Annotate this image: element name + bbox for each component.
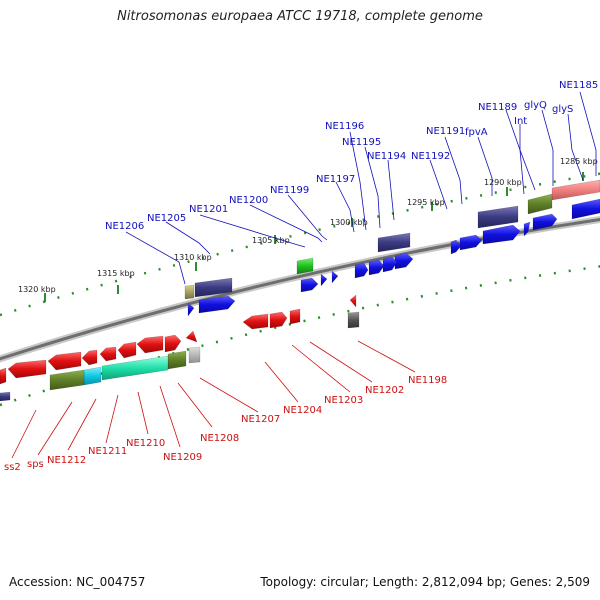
gene-label-NE1192[interactable]: NE1192 <box>411 151 450 162</box>
gene-arrow[interactable] <box>198 295 236 314</box>
gene-arrow[interactable] <box>394 252 414 270</box>
gene-label-NE1212[interactable]: NE1212 <box>47 455 86 466</box>
kbp-scale-labels: 1285 kbp 1290 kbp 1295 kbp 1300 kbp 1305… <box>18 157 598 294</box>
bottom-gene-labels: NE1198 NE1202 NE1203 NE1204 NE1207 NE120… <box>4 375 447 473</box>
kbp-label: 1295 kbp <box>407 198 445 207</box>
gene-label-NE1204[interactable]: NE1204 <box>283 405 322 416</box>
gene-arrow[interactable] <box>136 335 164 354</box>
topology-text: Topology: circular; Length: 2,812,094 bp… <box>260 575 590 589</box>
map-title: Nitrosomonas europaea ATCC 19718, comple… <box>117 9 483 24</box>
gene-label-NE1194[interactable]: NE1194 <box>367 151 406 162</box>
gene-arrow[interactable] <box>450 239 462 255</box>
gene-label-Int[interactable]: Int <box>514 116 527 127</box>
gene-arrow[interactable] <box>47 351 82 371</box>
gene-arrow[interactable] <box>0 367 7 385</box>
gene-arrow[interactable] <box>354 262 369 279</box>
gene-arrow[interactable] <box>368 259 385 276</box>
kbp-label: 1315 kbp <box>97 269 135 278</box>
gene-arrow[interactable] <box>99 346 117 362</box>
gene-arrow[interactable] <box>101 355 169 381</box>
gene-label-NE1203[interactable]: NE1203 <box>324 395 363 406</box>
gene-arrow[interactable] <box>289 308 301 325</box>
gene-label-sps[interactable]: sps <box>27 459 44 470</box>
kbp-label: 1300 kbp <box>330 218 368 227</box>
gene-label-NE1211[interactable]: NE1211 <box>88 446 127 457</box>
gene-label-NE1185[interactable]: NE1185 <box>559 80 598 91</box>
gene-label-ss2[interactable]: ss2 <box>4 462 21 473</box>
kbp-label: 1305 kbp <box>252 236 290 245</box>
gene-arrow[interactable] <box>296 257 314 275</box>
gene-arrow[interactable] <box>300 277 319 293</box>
gene-arrow[interactable] <box>49 369 85 391</box>
gene-arrow[interactable] <box>459 234 483 251</box>
gene-label-NE1206[interactable]: NE1206 <box>105 221 144 232</box>
gene-label-glyS[interactable]: glyS <box>552 104 573 115</box>
gene-arrow[interactable] <box>164 334 182 353</box>
gene-label-NE1209[interactable]: NE1209 <box>163 452 202 463</box>
gene-arrow[interactable] <box>523 221 531 237</box>
gene-label-NE1200[interactable]: NE1200 <box>229 195 268 206</box>
gene-label-NE1191[interactable]: NE1191 <box>426 126 465 137</box>
gene-arrow[interactable] <box>83 366 102 386</box>
gene-arrow[interactable] <box>482 224 521 245</box>
gene-label-NE1210[interactable]: NE1210 <box>126 438 165 449</box>
gene-arrow[interactable] <box>477 205 519 229</box>
gene-arrow[interactable] <box>188 346 201 364</box>
kbp-label: 1310 kbp <box>174 253 212 262</box>
gene-arrow[interactable] <box>81 349 98 366</box>
gene-label-NE1202[interactable]: NE1202 <box>365 385 404 396</box>
gene-arrow[interactable] <box>532 213 558 231</box>
gene-arrow[interactable] <box>269 311 288 329</box>
gene-arrow[interactable] <box>347 311 360 329</box>
gene-arrow[interactable] <box>185 330 198 343</box>
gene-arrow[interactable] <box>187 302 195 317</box>
gene-label-NE1198[interactable]: NE1198 <box>408 375 447 386</box>
gene-arrow[interactable] <box>0 391 11 402</box>
reverse-strand-genes <box>0 294 360 391</box>
gene-arrow[interactable] <box>349 294 357 308</box>
gene-label-NE1195[interactable]: NE1195 <box>342 137 381 148</box>
gene-label-NE1197[interactable]: NE1197 <box>316 174 355 185</box>
top-leader-lines <box>125 91 597 285</box>
gene-arrow[interactable] <box>551 179 600 201</box>
gene-label-NE1208[interactable]: NE1208 <box>200 433 239 444</box>
gene-label-NE1196[interactable]: NE1196 <box>325 121 364 132</box>
gene-label-NE1189[interactable]: NE1189 <box>478 102 517 113</box>
gene-arrow[interactable] <box>242 313 269 330</box>
gene-arrow[interactable] <box>167 350 187 370</box>
gene-arrow[interactable] <box>382 256 398 273</box>
gene-arrow[interactable] <box>117 341 137 359</box>
gene-label-glyQ[interactable]: glyQ <box>524 100 547 111</box>
forward-strand-genes <box>0 179 600 402</box>
top-gene-labels: NE1185 glyS glyQ NE1189 Int fpvA NE1191 … <box>105 80 598 232</box>
bottom-leader-lines <box>11 340 416 459</box>
gene-label-NE1207[interactable]: NE1207 <box>241 414 280 425</box>
gene-arrow[interactable] <box>571 198 600 220</box>
gene-label-NE1205[interactable]: NE1205 <box>147 213 186 224</box>
kbp-label: 1290 kbp <box>484 178 522 187</box>
gene-arrow[interactable] <box>184 284 195 300</box>
gene-arrow[interactable] <box>527 193 553 215</box>
accession-text: Accession: NC_004757 <box>9 575 146 589</box>
kbp-label: 1285 kbp <box>560 157 598 166</box>
gene-arrow[interactable] <box>194 277 233 298</box>
gene-arrow[interactable] <box>7 359 47 379</box>
gene-arrow[interactable] <box>320 273 328 287</box>
kbp-label: 1320 kbp <box>18 285 56 294</box>
genome-backbone <box>0 215 600 363</box>
gene-label-NE1199[interactable]: NE1199 <box>270 185 309 196</box>
gene-label-fpvA[interactable]: fpvA <box>465 127 488 138</box>
gene-label-NE1201[interactable]: NE1201 <box>189 204 228 215</box>
gene-arrow[interactable] <box>377 232 411 253</box>
gene-arrow[interactable] <box>331 270 339 284</box>
